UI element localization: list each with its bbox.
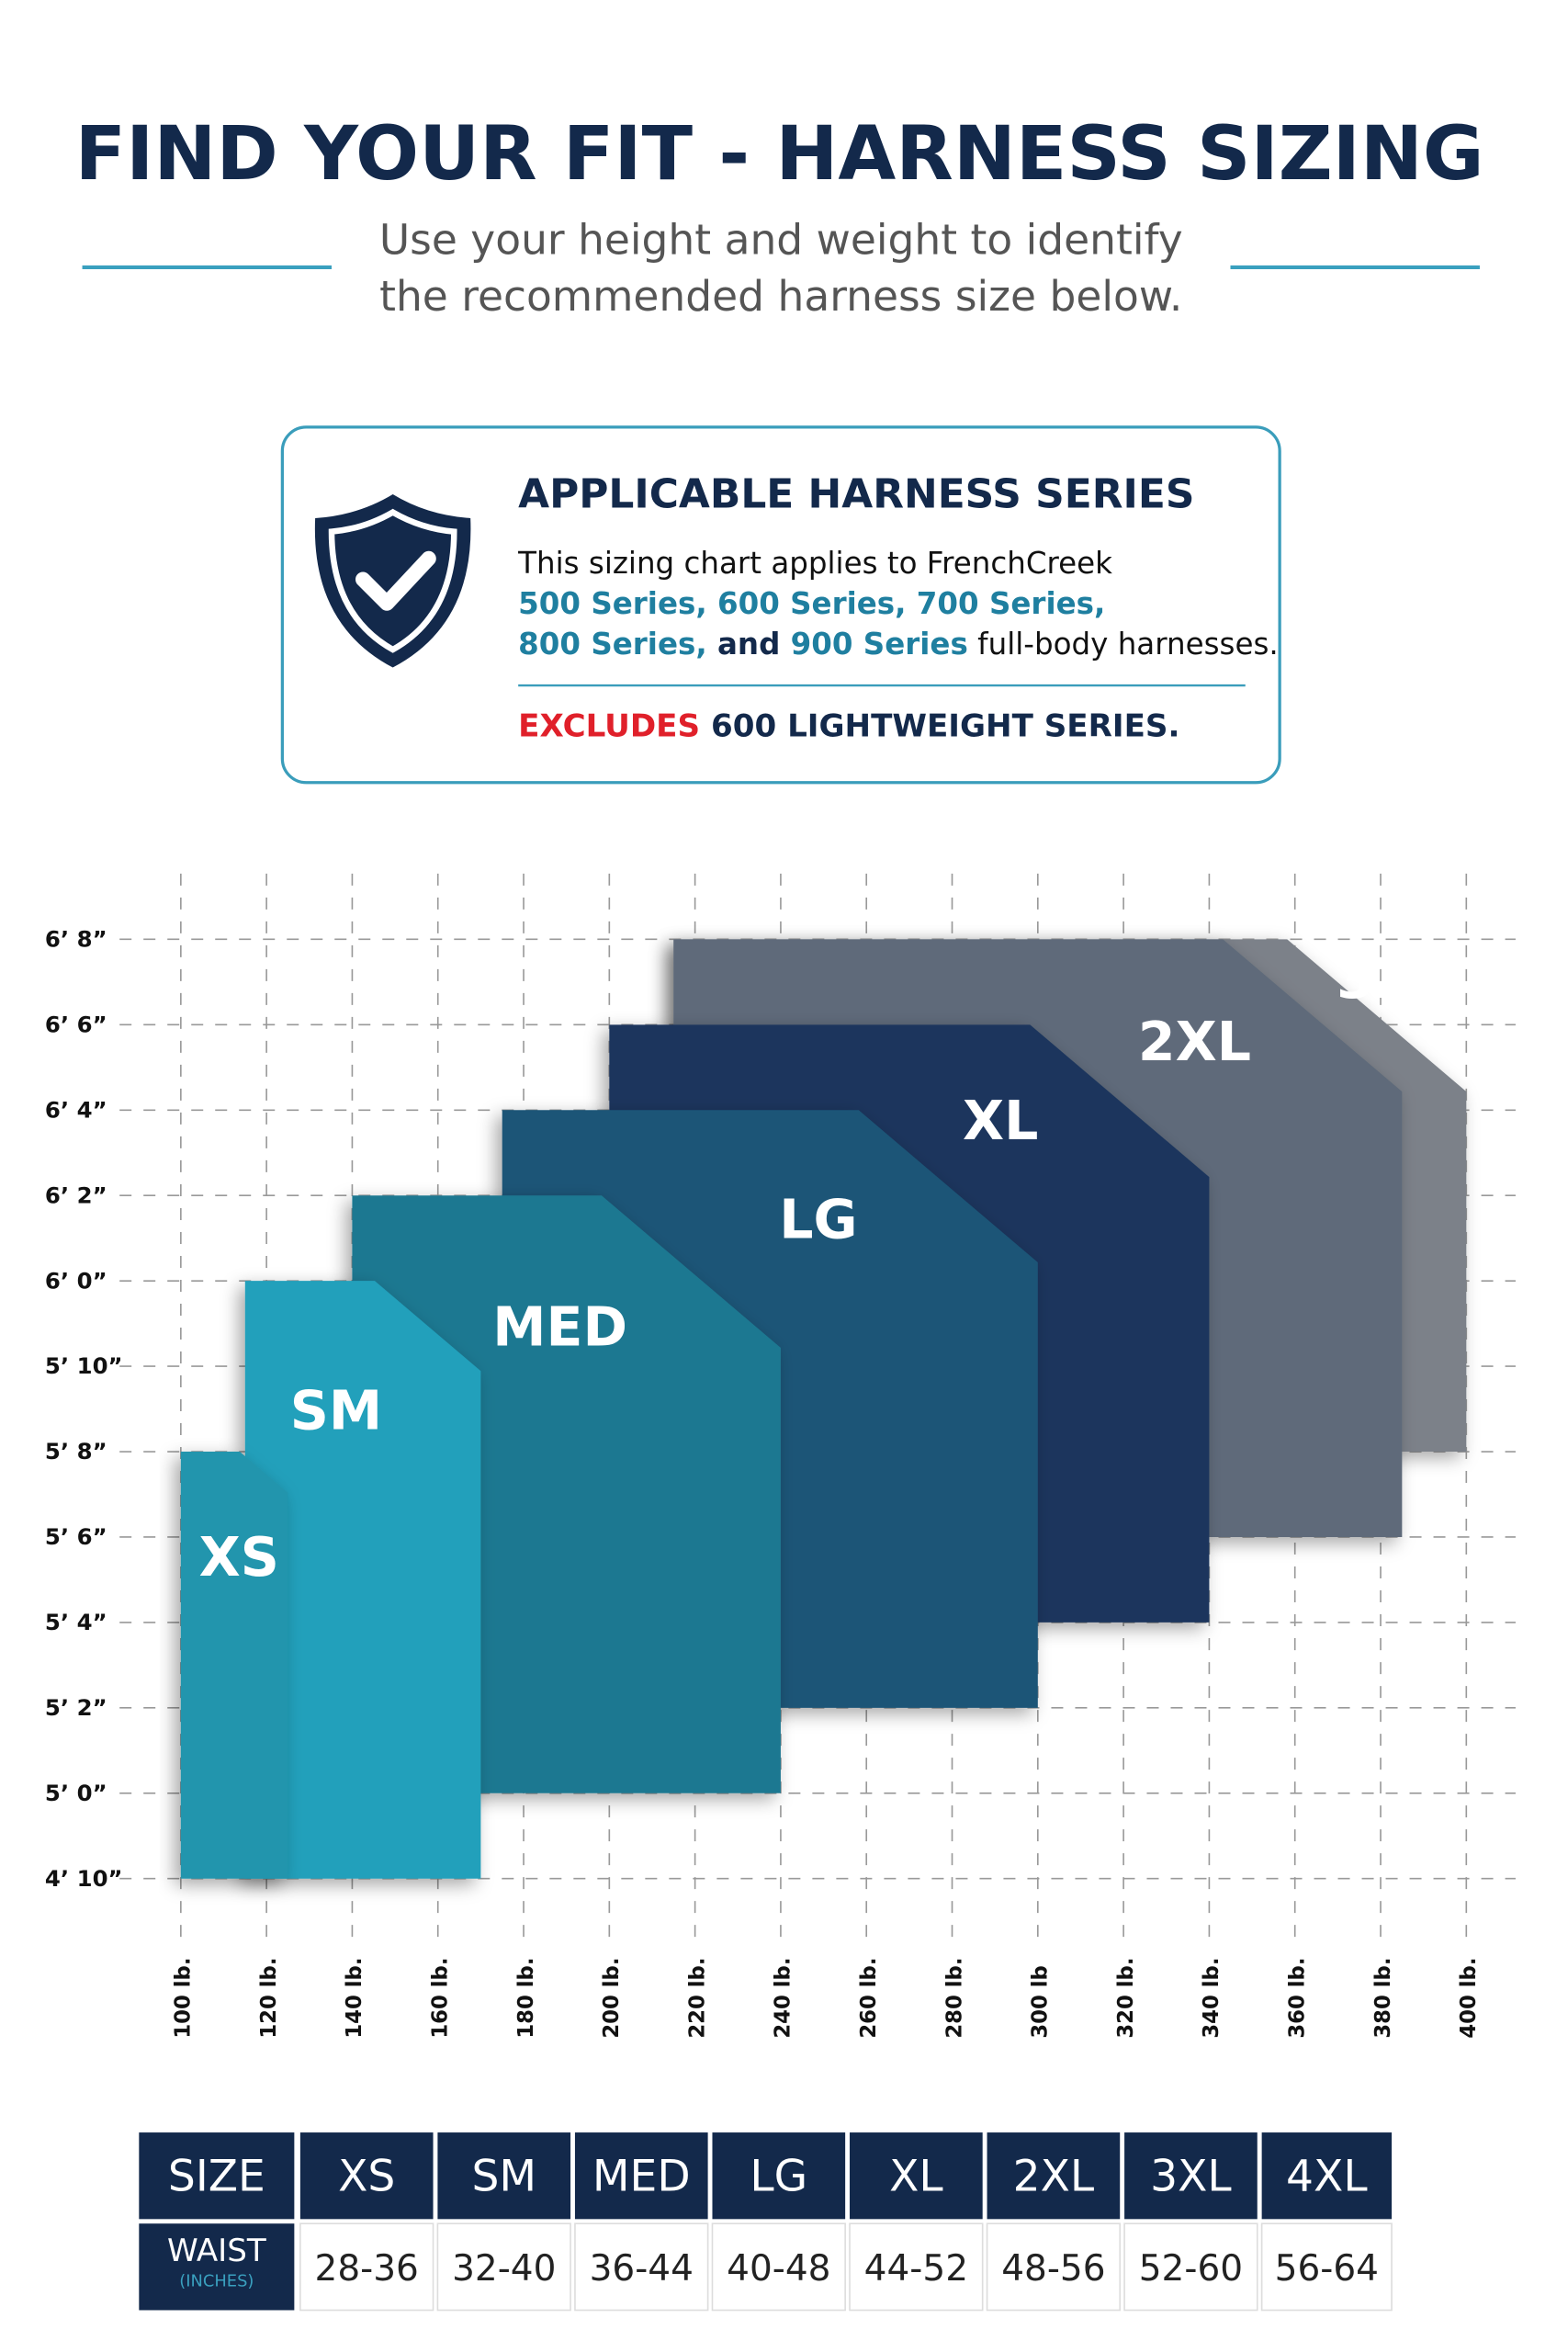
size-label: XS	[199, 1526, 279, 1589]
x-tick-label: 140 lb.	[343, 1958, 367, 2039]
x-tick-label: 380 lb.	[1371, 1958, 1395, 2039]
info-line: This sizing chart applies to FrenchCreek	[517, 546, 1112, 581]
header-text: XL	[889, 2151, 943, 2201]
y-tick-label: 4’ 10”	[45, 1865, 123, 1892]
waist-cell	[299, 2222, 434, 2312]
shield-icon	[328, 508, 457, 653]
size-region	[180, 1452, 288, 1879]
y-tick-label: 5’ 8”	[45, 1438, 107, 1464]
header-text: XS	[338, 2151, 395, 2201]
size-label: SM	[290, 1380, 382, 1442]
size-label: XL	[963, 1090, 1038, 1152]
sizing-chart: 100 lb. 120 lb. 140 lb. 160 lb. 180 lb. 200 l…	[45, 873, 1516, 2039]
header-cell	[437, 2132, 571, 2220]
header-cell	[1124, 2132, 1258, 2220]
y-tick-label: 6’ 4”	[45, 1096, 107, 1123]
y-tick-label: 5’ 2”	[45, 1694, 107, 1721]
header-cell	[712, 2132, 846, 2220]
size-table: SIZE XS SM MED LG XL 2XL 3XL 4XL WAIST (INCHES) 28-…	[139, 2132, 1393, 2312]
x-tick-label: 280 lb.	[942, 1958, 966, 2039]
exclude-text: 600 LIGHTWEIGHT SERIES.	[700, 707, 1179, 744]
x-tick-label: 260 lb.	[857, 1958, 881, 2039]
size-label: LG	[779, 1188, 857, 1250]
waist-text: 40-48	[727, 2248, 830, 2290]
shield-icon	[314, 494, 471, 668]
header-cell	[987, 2132, 1121, 2220]
x-tick-label: 360 lb.	[1285, 1958, 1309, 2039]
waist-text: 36-44	[590, 2248, 694, 2290]
y-tick-label: 5’ 10”	[45, 1352, 123, 1379]
waist-text: 44-52	[864, 2248, 968, 2290]
waist-text: 56-64	[1275, 2248, 1379, 2290]
x-tick-label: 160 lb.	[428, 1958, 452, 2039]
header-text: LG	[750, 2151, 807, 2201]
y-tick-label: 5’ 0”	[45, 1780, 107, 1806]
x-tick-label: 220 lb.	[685, 1958, 709, 2039]
info-line: 800 Series, and 900 Series full-body har…	[518, 627, 1279, 662]
header-cell	[139, 2132, 295, 2220]
waist-cell	[1260, 2222, 1393, 2312]
exclude-word: EXCLUDES	[518, 707, 700, 744]
waist-cell	[1123, 2222, 1258, 2312]
info-text: full-body harnesses.	[968, 627, 1279, 662]
header-cell	[850, 2132, 983, 2220]
header-cell	[299, 2132, 434, 2220]
waist-cell	[574, 2222, 709, 2312]
x-tick-label: 120 lb.	[257, 1958, 281, 2039]
check-icon	[355, 550, 436, 611]
series-text: 500 Series, 600 Series, 700 Series,	[518, 586, 1105, 621]
series-text: 800 Series,	[518, 627, 707, 662]
row-label-cell	[139, 2223, 295, 2311]
waist-cell	[986, 2222, 1122, 2312]
header-text: MED	[592, 2151, 691, 2201]
title: FIND YOUR FIT - HARNESS SIZING	[75, 111, 1484, 198]
header-text: SM	[471, 2151, 536, 2201]
waist-cell	[849, 2222, 984, 2312]
header-cell	[1261, 2132, 1393, 2220]
waist-text: 32-40	[452, 2248, 556, 2290]
header-text: 4XL	[1286, 2151, 1368, 2201]
y-tick-label: 6’ 8”	[45, 926, 107, 953]
subtitle: Use your height and weight to identify	[379, 215, 1183, 264]
subtitle: the recommended harness size below.	[379, 272, 1182, 321]
header-text: SIZE	[168, 2151, 265, 2201]
waist-cell	[436, 2222, 571, 2312]
info-box	[280, 425, 1281, 785]
waist-text: 52-60	[1139, 2248, 1243, 2290]
x-tick-label: 320 lb.	[1114, 1958, 1138, 2039]
y-tick-label: 6’ 6”	[45, 1011, 107, 1037]
x-tick-label: 340 lb.	[1200, 1958, 1224, 2039]
info-line: 500 Series, 600 Series, 700 Series,	[518, 586, 1105, 621]
x-tick-label: 100 lb.	[172, 1958, 196, 2039]
x-tick-label: 400 lb.	[1457, 1958, 1481, 2039]
y-tick-label: 6’ 0”	[45, 1267, 107, 1294]
series-text: 900 Series	[791, 627, 968, 662]
size-label: MED	[492, 1295, 627, 1358]
size-region	[244, 1281, 481, 1879]
waist-text: 48-56	[1001, 2248, 1105, 2290]
info-text: and	[707, 627, 791, 662]
waist-cell	[711, 2222, 846, 2312]
x-tick-label: 300 lb	[1029, 1965, 1053, 2039]
x-tick-label: 200 lb.	[600, 1958, 624, 2039]
info-text: This sizing chart applies to FrenchCreek	[517, 546, 1112, 581]
y-tick-label: 5’ 6”	[45, 1523, 107, 1550]
y-tick-label: 6’ 2”	[45, 1182, 107, 1208]
x-tick-label: 240 lb.	[772, 1958, 795, 2039]
info-title: APPLICABLE HARNESS SERIES	[518, 471, 1194, 518]
header-text: 2XL	[1013, 2151, 1095, 2201]
header-cell	[574, 2132, 708, 2220]
size-label: 2XL	[1138, 1011, 1251, 1073]
waist-text: 28-36	[315, 2248, 419, 2290]
header-text: 3XL	[1150, 2151, 1232, 2201]
size-label: 3XL	[1337, 948, 1450, 1011]
exclusion: EXCLUDES 600 LIGHTWEIGHT SERIES.	[518, 707, 1179, 744]
x-tick-label: 180 lb.	[514, 1958, 538, 2039]
row-label-unit: (INCHES)	[179, 2271, 254, 2290]
y-tick-label: 5’ 4”	[45, 1609, 107, 1635]
row-label: WAIST	[167, 2233, 266, 2269]
